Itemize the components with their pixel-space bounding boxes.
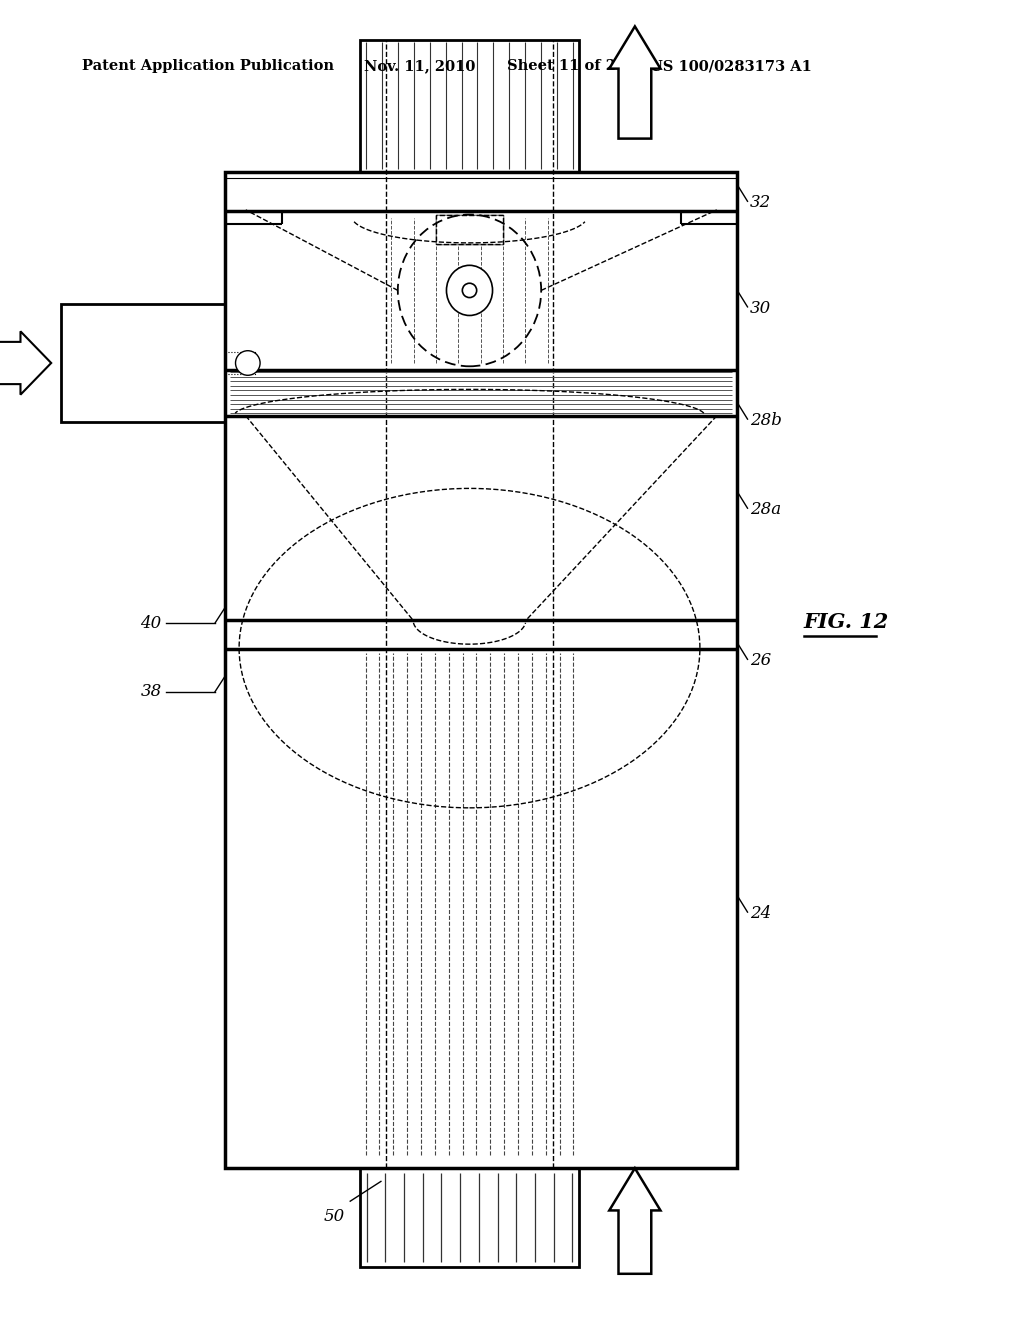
Text: 32: 32	[750, 194, 771, 211]
Circle shape	[236, 351, 260, 375]
Ellipse shape	[446, 265, 493, 315]
Text: Nov. 11, 2010: Nov. 11, 2010	[364, 59, 475, 74]
Text: 28b: 28b	[750, 412, 782, 429]
Text: Sheet 11 of 24: Sheet 11 of 24	[507, 59, 626, 74]
FancyArrow shape	[609, 1168, 660, 1274]
Text: 30: 30	[750, 300, 771, 317]
FancyArrow shape	[0, 331, 51, 395]
Bar	[360, 1168, 579, 1267]
Text: 50: 50	[324, 1208, 345, 1225]
Bar	[436, 215, 503, 244]
Bar	[360, 40, 579, 172]
Bar	[225, 172, 737, 1168]
FancyArrow shape	[609, 26, 660, 139]
Bar	[61, 304, 225, 422]
Text: Patent Application Publication: Patent Application Publication	[82, 59, 334, 74]
Bar	[436, 215, 503, 244]
Text: 40: 40	[140, 615, 162, 631]
Text: 28a: 28a	[750, 502, 781, 519]
Text: 26: 26	[750, 652, 771, 669]
Text: US 100/0283173 A1: US 100/0283173 A1	[650, 59, 812, 74]
Text: 24: 24	[750, 906, 771, 923]
Text: 38: 38	[140, 684, 162, 700]
Text: FIG. 12: FIG. 12	[804, 611, 889, 632]
Circle shape	[462, 284, 476, 297]
